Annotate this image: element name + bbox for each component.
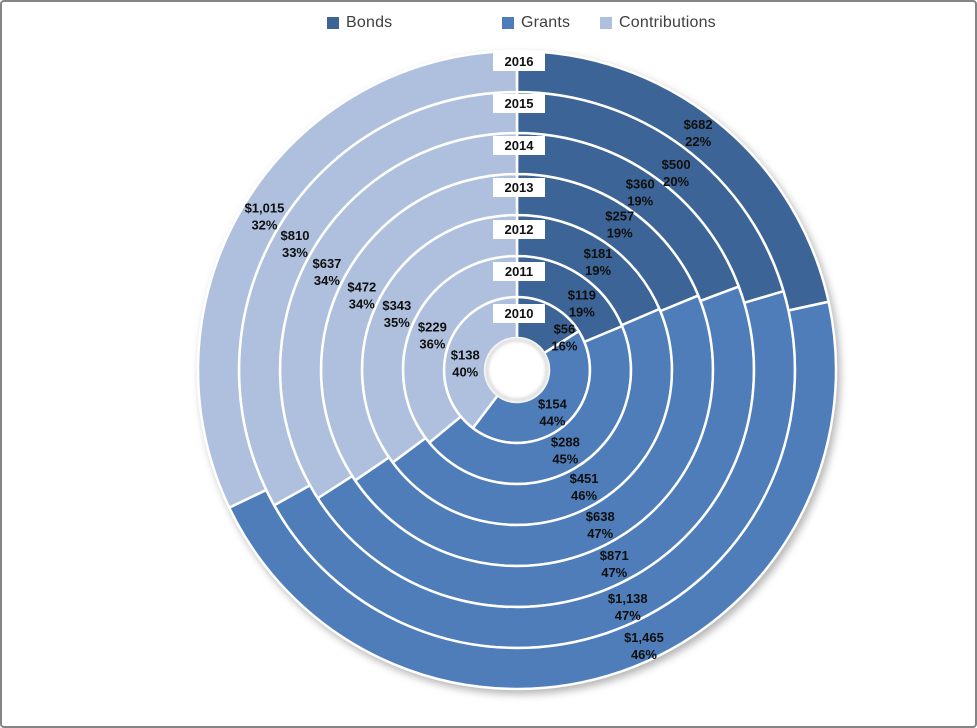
donut-hole-rim <box>485 338 549 402</box>
legend-item-grants: Grants <box>502 11 570 35</box>
segment-label-contributions-2013: $472 34% <box>347 280 376 312</box>
segment-label-grants-2011: $288 45% <box>551 435 580 467</box>
year-label-box-2010 <box>493 304 545 323</box>
segment-label-contributions-2011: $229 36% <box>418 320 447 352</box>
segment-label-contributions-2015: $810 33% <box>281 228 310 260</box>
year-label-box-2014 <box>493 136 545 155</box>
segment-label-bonds-2016: $682 22% <box>684 117 713 149</box>
year-label-2011: 2011 <box>505 264 533 279</box>
year-label-2013: 2013 <box>505 180 534 195</box>
year-label-2010: 2010 <box>505 306 534 321</box>
year-label-box-2013 <box>493 178 545 197</box>
legend-label-contributions: Contributions <box>619 14 716 31</box>
donut-hole <box>486 339 548 401</box>
year-label-2015: 2015 <box>505 96 534 111</box>
segment-label-bonds-2015: $500 20% <box>662 157 691 189</box>
segment-label-bonds-2012: $181 19% <box>584 246 613 278</box>
segment-label-contributions-2012: $343 35% <box>382 298 411 330</box>
segment-label-bonds-2011: $119 19% <box>568 288 596 320</box>
segment-label-bonds-2013: $257 19% <box>605 209 634 241</box>
legend-item-contributions: Contributions <box>600 11 716 35</box>
legend: Bonds Grants Contributions <box>2 11 975 37</box>
year-label-box-2011 <box>493 262 545 281</box>
segment-label-grants-2010: $154 44% <box>538 396 568 428</box>
segment-label-grants-2013: $638 47% <box>586 509 615 541</box>
segment-label-grants-2014: $871 47% <box>600 548 629 580</box>
segment-label-bonds-2010: $56 16% <box>551 322 577 354</box>
year-label-2016: 2016 <box>505 54 534 69</box>
segment-label-contributions-2016: $1,015 32% <box>245 200 285 232</box>
segment-label-grants-2016: $1,465 46% <box>624 630 664 662</box>
legend-item-bonds: Bonds <box>327 11 392 35</box>
year-label-2012: 2012 <box>505 222 534 237</box>
segment-label-grants-2012: $451 46% <box>570 471 599 503</box>
segment-label-grants-2015: $1,138 47% <box>608 591 648 623</box>
legend-swatch-grants-icon <box>502 17 514 29</box>
segment-contributions-2016 <box>196 49 519 509</box>
segment-label-bonds-2014: $360 19% <box>626 176 655 208</box>
year-label-box-2015 <box>493 94 545 113</box>
year-label-2014: 2014 <box>505 138 535 153</box>
year-label-box-2012 <box>493 220 545 239</box>
legend-swatch-bonds-icon <box>327 17 339 29</box>
legend-label-bonds: Bonds <box>346 14 393 31</box>
segment-label-contributions-2014: $637 34% <box>312 256 341 288</box>
legend-swatch-contributions-icon <box>600 17 612 29</box>
segment-label-contributions-2010: $138 40% <box>451 348 480 380</box>
legend-label-grants: Grants <box>521 14 571 31</box>
year-label-box-2016 <box>493 52 545 71</box>
